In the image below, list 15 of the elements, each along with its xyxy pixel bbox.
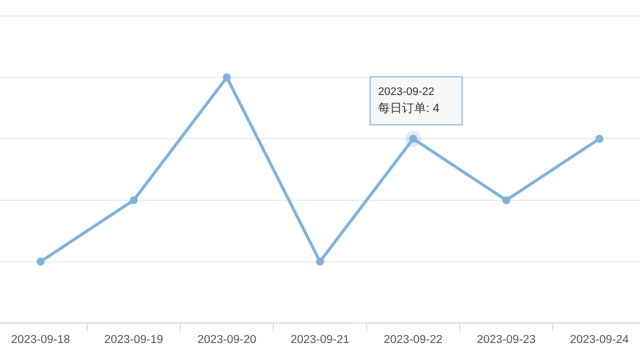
annotation: 2023-09-22 每日订单: 4	[370, 76, 463, 126]
point	[502, 196, 510, 204]
point	[316, 258, 324, 266]
annotation: 2023-09-22 每日订单: 4	[378, 86, 440, 115]
point	[222, 73, 231, 82]
point	[595, 134, 604, 143]
x-tick-label: 2023-09-24	[570, 334, 629, 346]
x-tick-label: 2023-09-22	[384, 334, 443, 346]
point	[130, 196, 138, 204]
x-tick-label: 2023-09-23	[476, 334, 536, 346]
x-tick-label: 2023-09-20	[197, 334, 256, 346]
x-tick-label: 2023-09-18	[11, 334, 70, 346]
point	[36, 258, 45, 266]
x-tick-label: 2023-09-21	[290, 334, 350, 346]
x-tick-label: 2023-09-19	[104, 334, 164, 346]
